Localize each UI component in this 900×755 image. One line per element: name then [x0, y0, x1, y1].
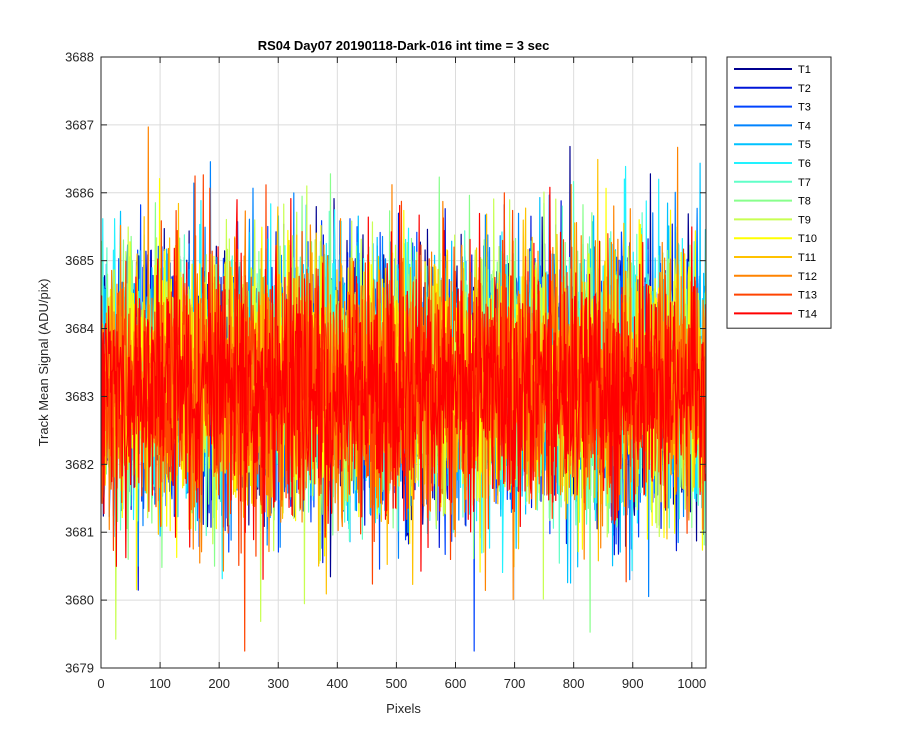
axes	[100, 56, 707, 669]
x-tick-label: 0	[97, 676, 104, 691]
y-tick-label: 3685	[65, 253, 94, 268]
y-tick-label: 3686	[65, 185, 94, 200]
legend-label: T11	[798, 252, 816, 264]
legend-label: T5	[798, 139, 811, 151]
x-tick-label: 400	[326, 676, 348, 691]
legend-item-t8[interactable]: T8	[734, 196, 811, 208]
series-line-t14	[101, 186, 706, 580]
legend-label: T9	[798, 214, 811, 226]
chart-title: RS04 Day07 20190118-Dark-016 int time = …	[258, 38, 550, 53]
x-tick-label: 700	[504, 676, 526, 691]
legend-item-t12[interactable]: T12	[734, 271, 817, 283]
legend-item-t9[interactable]: T9	[734, 214, 811, 226]
legend-item-t5[interactable]: T5	[734, 139, 811, 151]
y-tick-label: 3681	[65, 525, 94, 540]
x-tick-label: 500	[386, 676, 408, 691]
y-tick-label: 3682	[65, 457, 94, 472]
ticks: 0 100 200 300 400 500 600 700 800 900 1000 3679 3680…	[65, 50, 706, 692]
plot-frame	[100, 56, 707, 669]
legend-item-t6[interactable]: T6	[734, 158, 811, 170]
y-tick-label: 3688	[65, 50, 94, 65]
y-tick-label: 3680	[65, 593, 94, 608]
legend-item-t11[interactable]: T11	[734, 252, 816, 264]
x-tick-label: 200	[208, 676, 230, 691]
x-tick-label: 800	[563, 676, 585, 691]
x-tick-label: 900	[622, 676, 644, 691]
series-group	[101, 126, 706, 652]
legend-label: T3	[798, 102, 811, 114]
legend-label: T2	[798, 83, 811, 95]
legend-item-t1[interactable]: T1	[734, 64, 811, 76]
y-tick-label: 3684	[65, 321, 94, 336]
x-tick-label: 300	[267, 676, 289, 691]
y-axis-label: Track Mean Signal (ADU/pix)	[36, 279, 51, 447]
legend-label: T8	[798, 196, 811, 208]
legend-label: T4	[798, 120, 811, 132]
x-tick-label: 1000	[677, 676, 706, 691]
legend-box	[726, 56, 832, 329]
x-tick-label: 600	[445, 676, 467, 691]
legend-item-t4[interactable]: T4	[734, 120, 811, 132]
legend-label: T12	[798, 271, 817, 283]
legend-item-t7[interactable]: T7	[734, 177, 811, 189]
legend-item-t2[interactable]: T2	[734, 83, 811, 95]
legend-item-t13[interactable]: T13	[734, 290, 817, 302]
x-axis-label: Pixels	[386, 701, 421, 716]
y-tick-label: 3683	[65, 389, 94, 404]
legend-label: T6	[798, 158, 811, 170]
legend-label: T14	[798, 308, 817, 320]
legend-label: T10	[798, 233, 817, 245]
legend-label: T1	[798, 64, 811, 76]
legend[interactable]: T1 T2 T3 T4 T5 T6 T7 T8 T9 T10 T11 T12 T13 T14	[726, 56, 832, 329]
y-tick-label: 3679	[65, 661, 94, 676]
legend-item-t10[interactable]: T10	[734, 233, 817, 245]
legend-label: T7	[798, 177, 811, 189]
legend-label: T13	[798, 290, 817, 302]
x-tick-label: 100	[149, 676, 171, 691]
y-tick-label: 3687	[65, 117, 94, 132]
legend-item-t3[interactable]: T3	[734, 102, 811, 114]
legend-item-t14[interactable]: T14	[734, 308, 817, 320]
